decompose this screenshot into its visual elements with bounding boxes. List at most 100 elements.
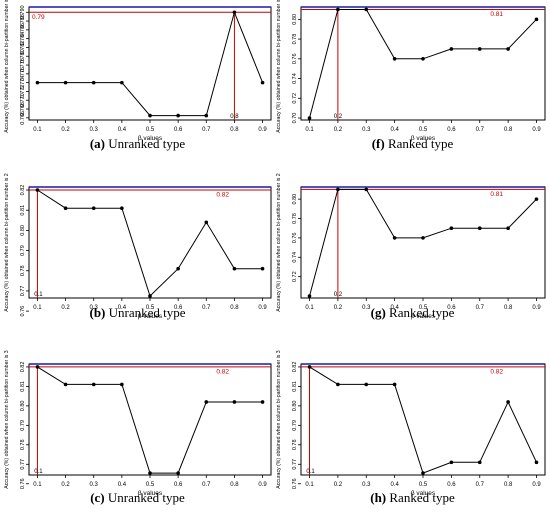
series-line [37,366,263,474]
x-axis-label: β values [138,490,163,497]
y-tick-label: 0.78 [20,439,26,450]
data-point [336,382,340,387]
y-axis-label: Accuracy (%) obtained when column bi-par… [4,173,10,312]
x-tick-label: 0.4 [390,482,399,488]
y-tick-label: 0.78 [292,34,298,45]
data-point [449,47,454,51]
chart-panel-a: 0.1 0.2 0.3 0.4 0.5 0.6 0.7 0.8 0.90.7660.7680.7… [4,0,272,142]
caption-label: (b) [89,305,106,320]
x-tick-label: 0.3 [362,305,371,311]
caption-c: (c) Unranked type [0,490,275,506]
data-point [260,266,265,271]
x-tick-label: 0.7 [202,482,211,488]
plot-frame [28,363,272,476]
data-point [307,365,312,369]
x-tick-label: 0.1 [305,482,314,488]
caption-a: (a) Unranked type [0,136,275,152]
y-tick-label: 0.78 [292,213,298,224]
x-tick-label: 0.5 [419,482,428,488]
x-tick-label: 0.4 [118,305,127,311]
caption-label: (a) [89,136,106,151]
caption-text: Ranked type [386,490,455,505]
y-axis-label: Accuracy (%) obtained when column bi-par… [276,0,282,133]
x-tick-label: 0.7 [476,305,485,311]
plot-frame [28,186,272,299]
y-tick-label: 0.82 [292,362,298,373]
chart-panel-c: 0.1 0.2 0.3 0.4 0.5 0.6 0.7 0.8 0.9 0.76 0.77 0.78 0… [4,350,272,497]
data-point [91,80,96,85]
data-point [506,400,510,404]
y-tick-label: 0.766 [20,111,26,125]
chart-panel-f: 0.1 0.2 0.3 0.4 0.5 0.6 0.7 0.8 0.9 0.70 0.72 0.74 0… [276,0,546,142]
best-accuracy-label: 0.79 [32,14,45,21]
x-axis-label: β values [411,313,436,320]
data-point [120,382,124,387]
y-axis-label: Accuracy (%) obtained when column bi-par… [276,173,282,312]
x-tick-label: 0.1 [33,482,42,488]
y-tick-label: 0.80 [292,14,298,25]
y-tick-label: 0.70 [292,113,298,124]
x-tick-label: 0.3 [362,482,371,488]
data-point [176,471,180,475]
caption-label: (c) [90,490,105,505]
x-tick-label: 0.8 [230,127,239,133]
data-point [364,7,369,12]
series-line [309,188,537,297]
data-point [506,47,510,51]
data-point [232,266,237,271]
x-tick-label: 0.8 [230,305,239,311]
data-point [477,47,482,51]
y-tick-label: 0.76 [292,233,298,244]
x-tick-label: 0.1 [305,127,314,133]
y-tick-label: 0.79 [20,420,26,431]
y-tick-label: 0.76 [20,306,26,317]
y-tick-label: 0.72 [292,93,298,104]
data-point [204,220,209,225]
data-point [148,471,152,475]
y-tick-label: 0.81 [292,381,298,392]
x-tick-label: 0.6 [174,482,183,488]
caption-label: (f) [371,136,385,151]
y-tick-label: 0.776 [20,67,26,81]
data-point [336,187,340,192]
data-point [232,10,237,15]
x-tick-label: 0.8 [504,482,513,488]
x-tick-label: 0.9 [258,127,267,133]
y-tick-label: 0.780 [20,49,26,63]
best-accuracy-label: 0.81 [490,11,503,18]
y-tick-label: 0.782 [20,41,26,55]
data-point [477,226,482,231]
y-tick-label: 0.74 [292,73,298,84]
data-point [336,7,340,12]
x-tick-label: 0.2 [61,482,70,488]
y-tick-label: 0.76 [292,478,298,489]
caption-text: Unranked type [105,305,186,320]
y-tick-label: 0.81 [20,205,26,216]
best-accuracy-label: 0.81 [490,191,503,198]
best-beta-label: 0.1 [306,469,315,475]
series-line [309,366,537,474]
series-line [309,9,537,119]
y-tick-label: 0.81 [20,381,26,392]
data-point [35,80,40,85]
chart-panel-h: 0.1 0.2 0.3 0.4 0.5 0.6 0.7 0.8 0.9 0.76 0.77 0.78 0… [276,350,546,497]
caption-f: (f) Ranked type [275,136,550,152]
x-tick-label: 0.1 [305,305,314,311]
y-tick-label: 0.78 [20,265,26,276]
best-accuracy-label: 0.82 [216,368,229,375]
y-tick-label: 0.784 [20,32,26,46]
x-tick-label: 0.6 [174,127,183,133]
data-point [148,294,152,298]
caption-text: Unranked type [104,490,185,505]
x-tick-label: 0.4 [390,305,399,311]
caption-text: Ranked type [384,136,454,151]
data-point [421,471,425,475]
x-tick-label: 0.6 [447,127,456,133]
x-axis-label: β values [411,490,436,497]
data-point [449,226,454,231]
x-tick-label: 0.3 [362,127,371,133]
y-tick-label: 0.72 [292,271,298,282]
caption-b: (b) Unranked type [0,305,275,321]
x-tick-label: 0.3 [90,305,99,311]
data-point [120,206,124,210]
